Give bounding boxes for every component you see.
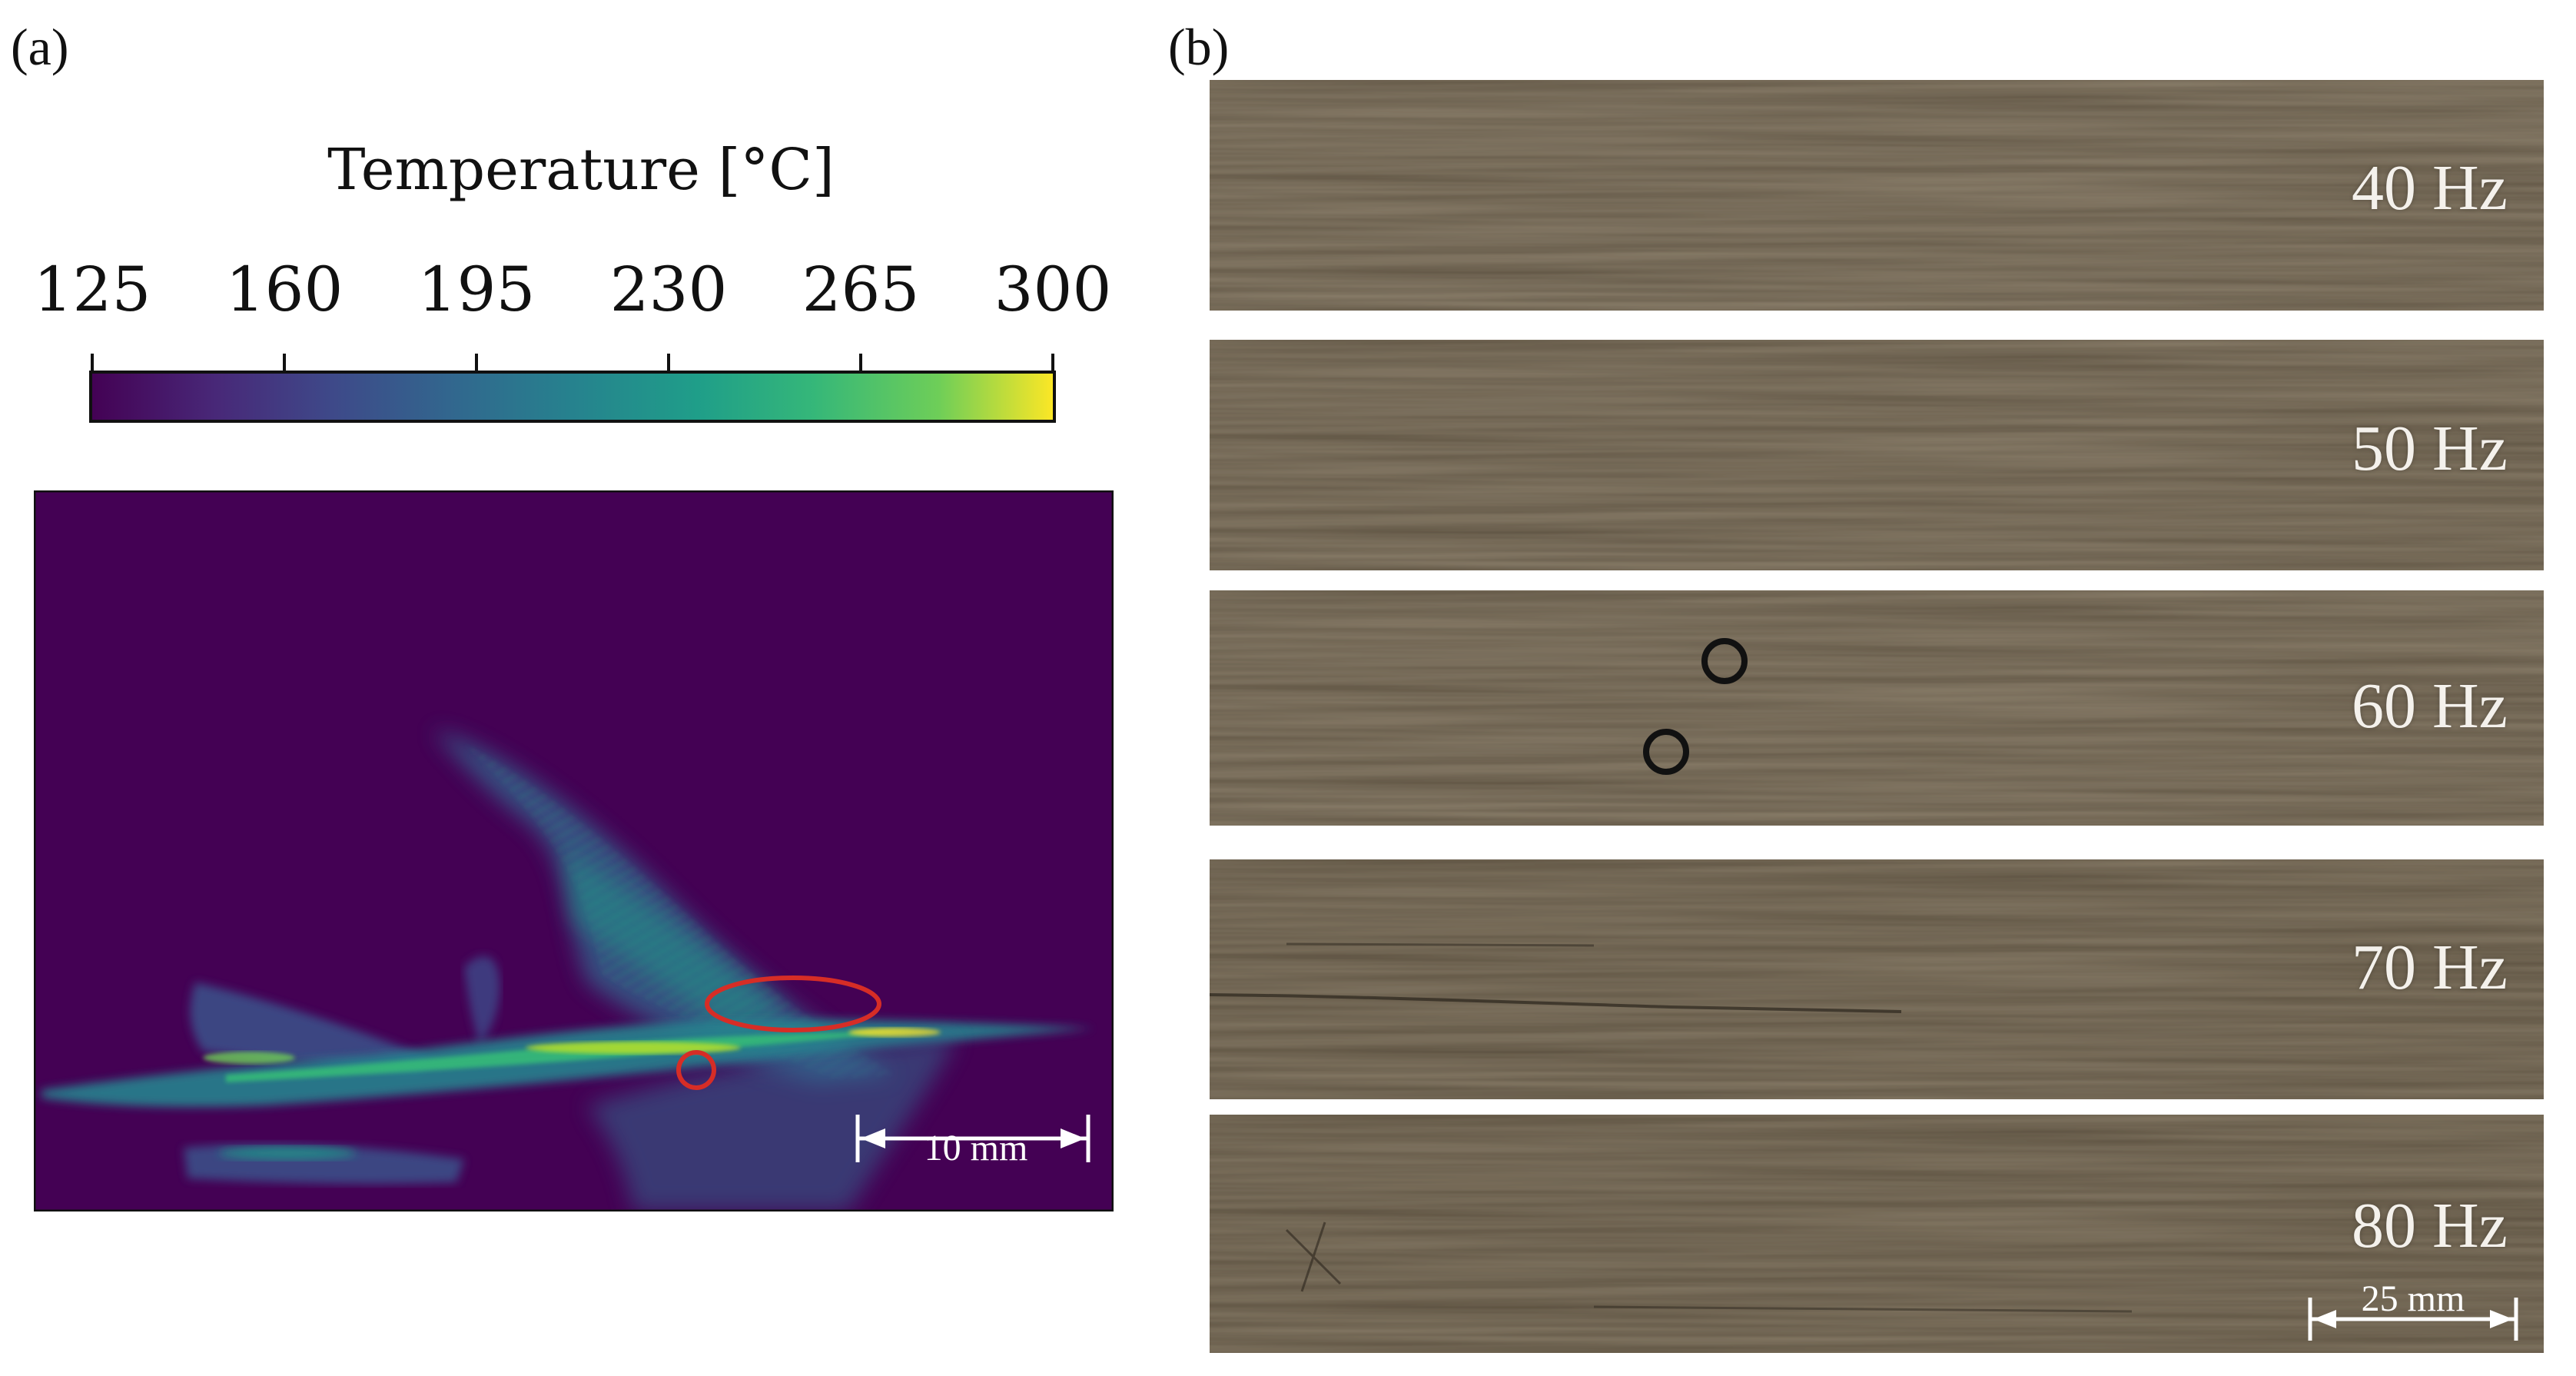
colorbar-tick-label: 125 [33,254,151,325]
panel-a-label: (a) [11,18,69,76]
fibre-defect [1593,1305,2133,1313]
thermal-image [34,490,1114,1211]
strip-label-60hz: 60 Hz [2352,670,2508,742]
strip-label-80hz: 80 Hz [2352,1190,2508,1261]
colorbar-tick-label: 230 [609,254,728,325]
fibre-defect [1285,1221,1342,1292]
thermal-hot-band [41,1019,1094,1107]
fabric-strip-60hz [1210,590,2544,826]
thermal-fan-streaks [464,744,895,1079]
colorbar-tick-label: 195 [417,254,536,325]
scale-bar-b [2308,1298,2518,1341]
fabric-strip-50hz [1210,340,2544,570]
fibre-defect [1286,942,1595,947]
fabric-strip-40hz [1210,80,2544,311]
defect-marker [1701,638,1748,684]
texture-defs [0,0,1,1]
thermal-plume [464,956,500,1044]
annotation-ellipse [705,975,881,1032]
colorbar-tick-label: 160 [225,254,344,325]
colorbar-tick-label: 300 [994,254,1112,325]
thermal-hotspot [203,1052,295,1064]
annotation-circle [676,1050,716,1090]
strip-label-50hz: 50 Hz [2352,413,2508,484]
thermal-hot-core [226,1031,918,1082]
thermal-hotspot [526,1042,741,1054]
thermal-fan-lower [587,1036,956,1211]
thermal-hotspot [218,1146,357,1160]
thermal-wedge-left [190,982,433,1075]
fibre-defect [1210,993,1902,1013]
panel-b-label: (b) [1168,18,1230,76]
colorbar-tick-label: 265 [802,254,920,325]
thermal-hotspot [848,1028,941,1037]
scale-bar-a-label: 10 mm [924,1128,1028,1168]
colorbar-title: Temperature [°C] [327,137,835,203]
strip-label-40hz: 40 Hz [2352,152,2508,224]
colorbar-ticks [91,354,1054,372]
scale-bar-a [855,1115,1090,1162]
colorbar [89,354,1056,423]
fabric-strip-80hz [1210,1115,2544,1353]
strip-label-70hz: 70 Hz [2352,932,2508,1003]
scale-bar-b-label: 25 mm [2361,1278,2465,1319]
fabric-strip-70hz [1210,859,2544,1099]
colorbar-gradient [89,371,1056,423]
defect-marker [1643,729,1689,775]
